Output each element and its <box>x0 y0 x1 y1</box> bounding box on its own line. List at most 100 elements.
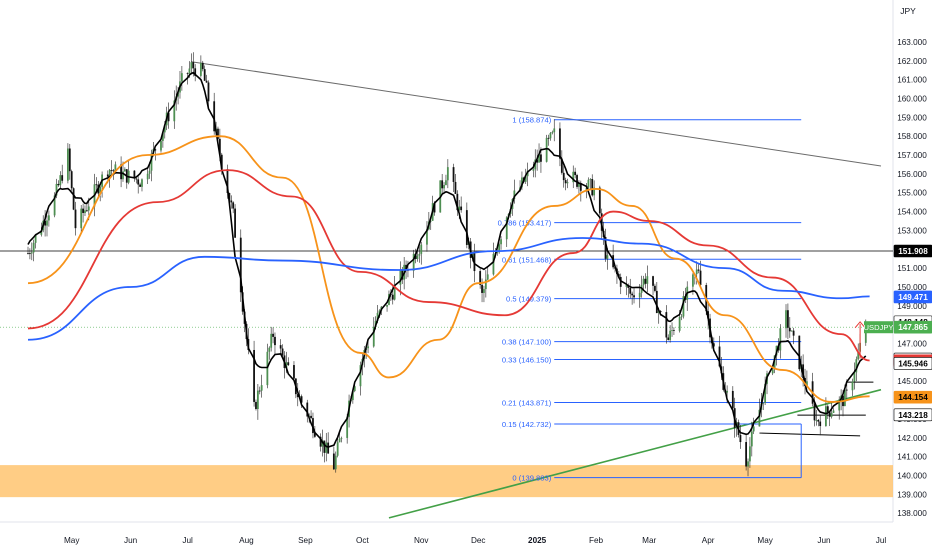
candle-body <box>446 167 449 181</box>
candle-body <box>310 415 312 419</box>
candle-body <box>313 433 316 437</box>
candle-body <box>433 203 436 213</box>
candle-body <box>562 172 565 181</box>
candle-body <box>258 390 261 392</box>
price-label-text: 149.471 <box>898 293 928 302</box>
candle-body <box>844 389 846 407</box>
candle-body <box>458 206 461 211</box>
price-label-text: 151.908 <box>898 247 928 256</box>
candle-body <box>606 255 609 259</box>
candle-body <box>545 137 548 162</box>
candle-body <box>838 399 841 411</box>
candle-body <box>418 253 421 256</box>
candle-body <box>574 171 577 176</box>
candle-body <box>300 396 303 403</box>
red-moving-average <box>27 169 870 362</box>
candle-body <box>99 186 102 194</box>
candle-body <box>496 252 499 253</box>
price-label-text: 143.218 <box>898 411 928 420</box>
candle-body <box>445 180 447 185</box>
candle-body <box>325 442 328 453</box>
y-tick-label: 162.000 <box>897 57 927 66</box>
candle-body <box>845 389 848 391</box>
candle-body <box>695 269 698 275</box>
candle-body <box>306 402 309 417</box>
candle-body <box>591 179 594 196</box>
price-label-text: 145.946 <box>898 359 928 368</box>
candle-body <box>230 200 233 203</box>
candle-body <box>260 385 263 391</box>
trendline <box>191 61 882 167</box>
candle-body <box>764 383 767 403</box>
price-label-text: 147.865 <box>898 323 928 332</box>
x-tick-label: Dec <box>471 536 486 545</box>
candle-body <box>293 365 295 379</box>
candle-body <box>255 401 257 409</box>
y-tick-label: 155.000 <box>897 189 927 198</box>
y-tick-label: 150.000 <box>897 283 927 292</box>
candle-body <box>585 187 588 191</box>
candle-body <box>604 236 607 259</box>
candle-body <box>110 169 113 171</box>
candle-body <box>750 431 753 447</box>
candle-body <box>59 175 62 186</box>
candle-body <box>832 410 835 413</box>
x-tick-label: Jul <box>876 536 887 545</box>
candle-body <box>30 252 33 254</box>
candle-body <box>551 132 554 134</box>
candle-body <box>718 346 721 367</box>
candle-body <box>359 365 362 387</box>
candle-body <box>139 184 141 187</box>
x-tick-label: Mar <box>642 536 656 545</box>
trendline <box>759 432 861 437</box>
y-tick-label: 140.000 <box>897 471 927 480</box>
candle-body <box>673 330 675 331</box>
candle-body <box>32 242 35 253</box>
candle-body <box>137 179 140 185</box>
candle-body <box>85 210 88 212</box>
candle-body <box>53 195 56 216</box>
candle-body <box>864 328 867 343</box>
candle-body <box>549 133 552 139</box>
candle-body <box>855 359 858 373</box>
candle-body <box>239 237 242 293</box>
candle-body <box>40 230 43 235</box>
candle-body <box>68 148 71 172</box>
candle-body <box>486 274 489 280</box>
candle-body <box>234 208 236 238</box>
candle-body <box>199 62 202 76</box>
candle-body <box>95 184 98 186</box>
candle-body <box>232 202 235 209</box>
candle-body <box>74 209 77 229</box>
candle-body <box>108 169 111 177</box>
price-label-box <box>893 390 932 404</box>
candle-body <box>731 390 734 409</box>
orange-moving-average <box>27 135 870 403</box>
candle-body <box>220 154 223 170</box>
candle-body <box>391 294 394 300</box>
candle-body <box>367 346 369 349</box>
candle-body <box>665 312 668 338</box>
candle-body <box>642 278 645 286</box>
candle-body <box>80 208 83 229</box>
candle-body <box>192 62 195 69</box>
projection-arrowhead <box>854 321 866 329</box>
candle-body <box>593 187 596 196</box>
candle-body <box>826 406 829 413</box>
candle-body <box>625 285 628 287</box>
candle-body <box>412 253 415 271</box>
candle-body <box>633 295 635 298</box>
y-tick-label: 138.000 <box>897 509 927 518</box>
candle-body <box>167 112 170 122</box>
fib-level-label: 0.33 (146.150) <box>502 356 552 365</box>
x-tick-label: Aug <box>239 536 254 545</box>
candle-body <box>207 82 210 102</box>
candle-body <box>654 285 656 291</box>
candle-body <box>205 80 208 83</box>
candle-body <box>217 128 219 139</box>
candle-body <box>828 412 831 417</box>
y-tick-label: 163.000 <box>897 38 927 47</box>
candle-body <box>483 289 485 293</box>
candle-body <box>163 125 166 133</box>
candle-body <box>334 455 337 470</box>
